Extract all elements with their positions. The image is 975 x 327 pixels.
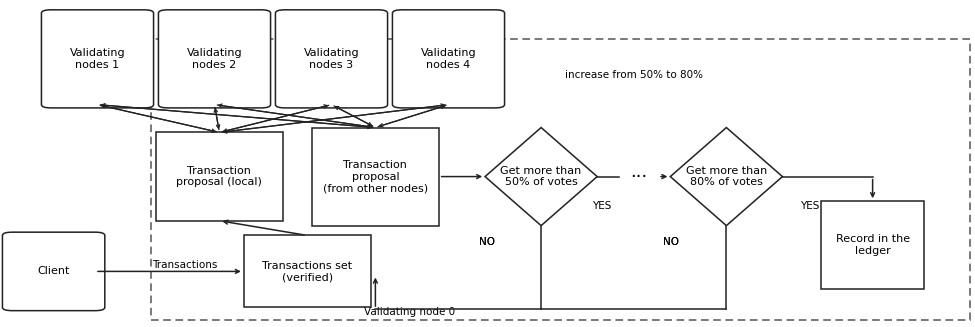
Text: Validating
nodes 3: Validating nodes 3 xyxy=(303,48,360,70)
Polygon shape xyxy=(486,128,597,226)
Text: Validating
nodes 4: Validating nodes 4 xyxy=(420,48,477,70)
Text: Transaction
proposal
(from other nodes): Transaction proposal (from other nodes) xyxy=(323,160,428,193)
Text: Transaction
proposal (local): Transaction proposal (local) xyxy=(176,166,262,187)
FancyBboxPatch shape xyxy=(392,10,505,108)
FancyBboxPatch shape xyxy=(821,201,924,289)
Text: Validating
nodes 2: Validating nodes 2 xyxy=(186,48,243,70)
Text: Validating
nodes 1: Validating nodes 1 xyxy=(69,48,126,70)
Text: Client: Client xyxy=(37,267,70,276)
Text: NO: NO xyxy=(480,237,495,247)
Text: NO: NO xyxy=(480,237,495,247)
Text: Transactions set
(verified): Transactions set (verified) xyxy=(262,261,352,282)
Text: Record in the
ledger: Record in the ledger xyxy=(836,234,910,256)
FancyBboxPatch shape xyxy=(244,235,370,307)
Text: Transactions: Transactions xyxy=(152,260,218,270)
FancyBboxPatch shape xyxy=(41,10,154,108)
Polygon shape xyxy=(671,128,782,226)
Text: YES: YES xyxy=(592,201,611,211)
Text: Get more than
80% of votes: Get more than 80% of votes xyxy=(685,166,767,187)
Text: Validating node 0: Validating node 0 xyxy=(364,307,455,317)
FancyBboxPatch shape xyxy=(158,10,270,108)
Text: ···: ··· xyxy=(630,167,647,186)
FancyBboxPatch shape xyxy=(156,132,283,221)
Text: NO: NO xyxy=(663,237,679,247)
FancyBboxPatch shape xyxy=(312,128,439,226)
FancyBboxPatch shape xyxy=(275,10,388,108)
Text: NO: NO xyxy=(663,237,679,247)
FancyBboxPatch shape xyxy=(2,232,105,311)
Text: Get more than
50% of votes: Get more than 50% of votes xyxy=(500,166,582,187)
Text: increase from 50% to 80%: increase from 50% to 80% xyxy=(565,70,703,80)
Bar xyxy=(151,39,970,320)
Text: YES: YES xyxy=(800,201,819,211)
